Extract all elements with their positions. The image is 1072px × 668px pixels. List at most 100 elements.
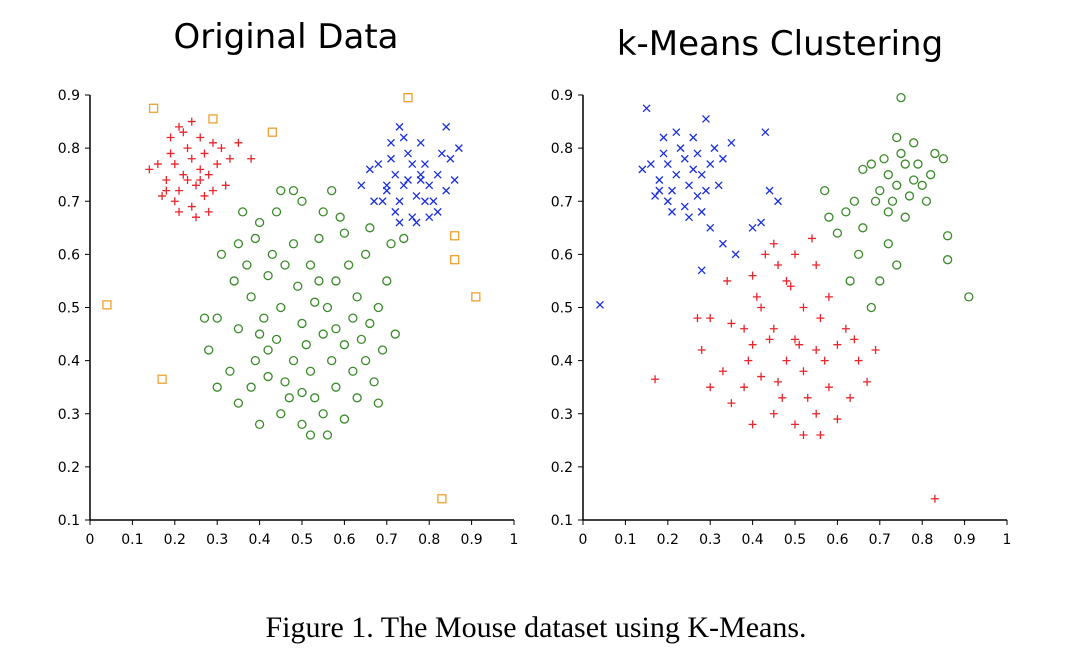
x-tick-label: 0.8: [418, 532, 440, 548]
data-point-green-circle: [883, 170, 893, 180]
data-point-red-plus: [816, 314, 825, 323]
data-point-blue-x: [399, 181, 408, 190]
data-point-green-circle: [360, 355, 371, 366]
data-point-red-plus: [208, 186, 217, 195]
data-point-red-plus: [170, 197, 179, 206]
data-point-red-plus: [803, 393, 812, 402]
y-tick-label: 0.4: [551, 354, 573, 370]
data-point-red-plus: [812, 409, 821, 418]
data-point-green-circle: [242, 260, 252, 270]
data-point-red-plus: [234, 138, 243, 147]
data-point-red-plus: [854, 356, 863, 365]
data-point-green-circle: [327, 185, 337, 196]
data-point-red-plus: [170, 160, 179, 169]
data-point-red-plus: [187, 117, 196, 126]
data-point-green-circle: [348, 313, 358, 323]
data-point-red-plus: [213, 160, 222, 169]
x-tick-label: 0.3: [699, 532, 721, 548]
data-point-red-plus: [757, 303, 766, 312]
data-point-blue-x: [412, 218, 421, 227]
data-point-green-circle: [964, 292, 974, 302]
data-point-green-circle: [305, 260, 316, 270]
data-point-green-circle: [896, 93, 906, 103]
x-tick-label: 0.1: [121, 532, 143, 548]
data-point-red-plus: [812, 346, 821, 354]
data-point-green-circle: [250, 355, 261, 366]
data-point-green-circle: [263, 345, 273, 355]
data-point-red-plus: [774, 377, 783, 386]
data-point-green-circle: [343, 260, 354, 270]
data-point-blue-x: [429, 197, 438, 206]
data-point-green-circle: [883, 239, 893, 249]
data-point-blue-x: [416, 138, 425, 147]
data-point-green-circle: [858, 223, 868, 233]
data-point-green-circle: [288, 239, 299, 249]
data-point-blue-x: [421, 197, 429, 206]
data-point-red-plus: [782, 276, 791, 285]
data-point-green-circle: [365, 318, 375, 329]
x-tick-label: 0.6: [333, 532, 355, 548]
data-point-green-circle: [254, 217, 265, 228]
chart-title-right: k-Means Clustering: [617, 24, 943, 64]
data-point-blue-x: [412, 191, 421, 200]
data-point-red-plus: [718, 367, 727, 376]
data-point-red-plus: [706, 314, 715, 323]
data-point-blue-x: [761, 128, 770, 137]
data-point-red-plus: [727, 399, 736, 408]
y-tick-label: 0.9: [58, 88, 80, 104]
data-point-blue-x: [391, 207, 400, 216]
data-point-blue-x: [370, 197, 379, 206]
data-point-green-circle: [276, 302, 286, 313]
data-point-green-circle: [288, 185, 299, 196]
data-point-blue-x: [689, 133, 698, 142]
data-point-red-plus: [748, 420, 757, 429]
data-point-red-plus: [740, 324, 749, 333]
data-point-blue-x: [374, 160, 383, 169]
data-point-green-circle: [360, 249, 371, 260]
data-point-green-circle: [233, 398, 244, 408]
data-point-red-plus: [812, 261, 821, 269]
data-point-green-circle: [858, 164, 868, 175]
data-point-red-plus: [799, 431, 808, 439]
data-point-red-plus: [196, 165, 205, 174]
data-point-green-circle: [212, 382, 222, 392]
data-point-green-circle: [284, 393, 294, 403]
data-point-red-plus: [791, 250, 799, 259]
data-point-green-circle: [216, 249, 227, 260]
data-point-green-circle: [942, 255, 953, 265]
data-point-green-circle: [280, 260, 290, 270]
data-point-red-plus: [795, 340, 804, 349]
data-point-red-plus: [744, 356, 753, 365]
data-point-green-circle: [327, 355, 337, 366]
data-point-red-plus: [841, 324, 850, 333]
data-point-orange-square: [403, 93, 413, 103]
data-point-blue-x: [693, 191, 702, 200]
data-point-green-circle: [199, 313, 210, 323]
data-point-red-plus: [208, 138, 217, 147]
data-point-orange-square: [449, 231, 460, 241]
data-point-red-plus: [706, 383, 715, 392]
data-point-red-plus: [850, 335, 859, 344]
data-point-green-circle: [390, 329, 400, 339]
x-tick-label: 0.5: [784, 532, 806, 548]
data-point-blue-x: [731, 250, 740, 259]
data-point-green-circle: [926, 170, 936, 180]
data-point-green-circle: [267, 249, 277, 260]
data-point-green-circle: [909, 175, 919, 185]
data-point-blue-x: [689, 165, 698, 174]
data-point-green-circle: [904, 191, 915, 201]
data-point-green-circle: [896, 148, 906, 159]
data-point-blue-x: [685, 181, 693, 190]
data-point-blue-x: [765, 186, 774, 195]
data-point-blue-x: [408, 213, 417, 222]
data-point-blue-x: [680, 154, 689, 163]
data-point-green-circle: [921, 196, 932, 206]
data-point-green-circle: [263, 371, 273, 382]
data-point-green-circle: [824, 212, 834, 222]
data-point-blue-x: [395, 122, 404, 131]
data-point-green-circle: [892, 132, 902, 143]
data-point-green-circle: [259, 313, 269, 323]
data-point-red-plus: [200, 149, 209, 158]
data-point-red-plus: [833, 340, 842, 349]
